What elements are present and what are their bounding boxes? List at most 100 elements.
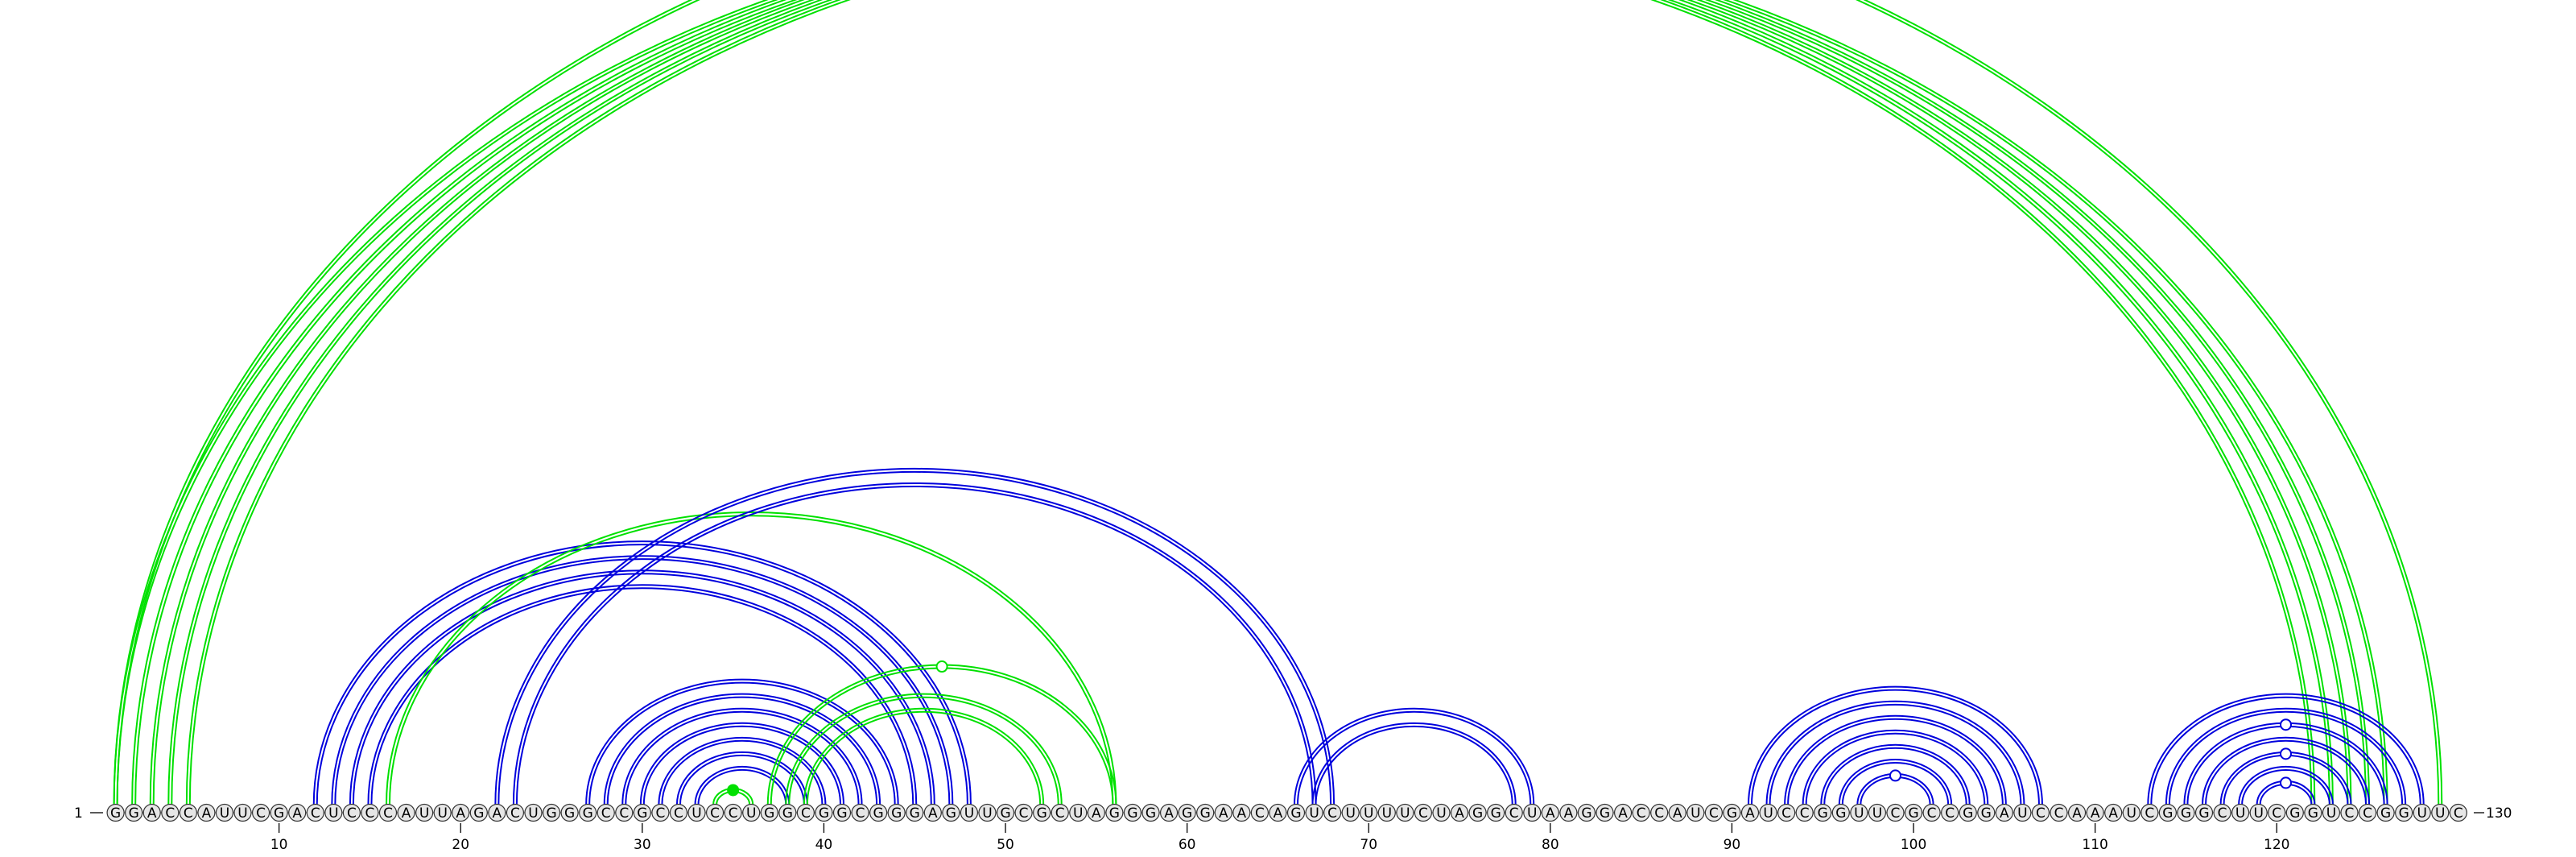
nucleotide-letter: G (2289, 805, 2300, 822)
nucleotide-letter: G (1727, 805, 1737, 822)
nucleotide-circle (288, 803, 307, 822)
arc-strand (2205, 739, 2368, 805)
tick-label: 110 (2082, 837, 2107, 853)
nucleotide-letter: A (402, 805, 411, 822)
nucleotide: C (1632, 803, 1650, 822)
nucleotide-circle (978, 803, 997, 822)
nucleotide-circle (2322, 803, 2341, 822)
nucleotide-circle (1814, 803, 1832, 822)
nucleotide-letter: C (1654, 805, 1664, 822)
nucleotide-circle (1523, 803, 1542, 822)
arc-blue-23-67 (512, 482, 1317, 805)
arc-blue-27-44 (585, 678, 899, 805)
nucleotide-circle (179, 803, 197, 822)
nucleotide: G (1487, 803, 1505, 822)
nucleotide: U (1377, 803, 1396, 822)
arc-strand (2150, 696, 2421, 805)
tick-label: 60 (1179, 837, 1196, 853)
nucleotide-circle (1850, 803, 1868, 822)
arc-strand (806, 710, 1042, 805)
arc-strand (386, 511, 1117, 805)
nucleotide-letter: C (2145, 805, 2154, 822)
arc-blue-13-47 (331, 555, 954, 805)
nucleotide: G (633, 803, 651, 822)
nucleotide: G (1596, 803, 1614, 822)
nucleotide-letter: C (1637, 805, 1646, 822)
nucleotide-letter: G (473, 805, 484, 822)
nucleotide-circle (1650, 803, 1669, 822)
nucleotide-circle (1777, 803, 1796, 822)
arc-strand (113, 0, 2443, 805)
nucleotide-circle (615, 803, 634, 822)
arc-strand (1805, 732, 1986, 805)
nucleotide: G (106, 803, 125, 822)
nucleotide: G (1723, 803, 1741, 822)
nucleotide-circle (1941, 803, 1959, 822)
arc-strand (312, 540, 972, 805)
nucleotide-letter: A (292, 805, 302, 822)
nucleotide-circle (1014, 803, 1033, 822)
nucleotide-circle (1668, 803, 1686, 822)
nucleotide-circle (2104, 803, 2123, 822)
nucleotide: G (906, 803, 924, 822)
nucleotide-circle (724, 803, 742, 822)
nucleotide-letter: G (1182, 805, 1192, 822)
nucleotide: C (2213, 803, 2231, 822)
nucleotide-letter: G (1472, 805, 1483, 822)
nucleotide-circle (1868, 803, 1887, 822)
arc-strand (1751, 689, 2040, 805)
nucleotide: G (887, 803, 906, 822)
nucleotide-letter: C (365, 805, 375, 822)
nucleotide: G (1959, 803, 1977, 822)
nucleotide: C (1922, 803, 1941, 822)
nucleotide: G (2285, 803, 2304, 822)
nucleotide-letter: G (1000, 805, 1010, 822)
arc-marker-open (2280, 776, 2293, 789)
nucleotide-letter: C (710, 805, 720, 822)
arc-strand (2241, 768, 2330, 805)
nucleotide-letter: U (691, 805, 701, 822)
nucleotide-letter: U (2326, 805, 2336, 822)
nucleotide: C (1414, 803, 1433, 822)
nucleotide-circle (1704, 803, 1723, 822)
nucleotide-letter: C (1800, 805, 1810, 822)
nucleotide: C (1323, 803, 1342, 822)
nucleotide-circle (815, 803, 833, 822)
nucleotide: G (1577, 803, 1596, 822)
nucleotide: A (288, 803, 307, 822)
arc-green-4-125 (167, 0, 2371, 805)
nucleotide: G (1105, 803, 1124, 822)
start-label: 1 (74, 805, 83, 822)
nucleotide-letter: A (1455, 805, 1464, 822)
arc-strand (588, 681, 896, 805)
arc-marker-open (1889, 769, 1901, 782)
nucleotide-letter: A (2072, 805, 2082, 822)
nucleotide-circle (2177, 803, 2195, 822)
nucleotide: C (2140, 803, 2159, 822)
nucleotide-circle (2231, 803, 2250, 822)
tick-label: 70 (1360, 837, 1377, 853)
nucleotide: C (851, 803, 869, 822)
nucleotide: C (1505, 803, 1523, 822)
arc-blue-28-43 (603, 693, 881, 805)
nucleotide-circle (2249, 803, 2268, 822)
nucleotide: C (251, 803, 270, 822)
nucleotide: G (996, 803, 1015, 822)
nucleotide-circle (1740, 803, 1760, 822)
arc-markers (727, 660, 2293, 797)
nucleotide-circle (1613, 803, 1633, 822)
nucleotide: G (2395, 803, 2413, 822)
nucleotide: U (1305, 803, 1323, 822)
nucleotide-circle (1922, 803, 1941, 822)
nucleotide-letter: G (782, 805, 793, 822)
arc-green-2-123 (131, 0, 2334, 805)
nucleotide-circle (2449, 803, 2467, 822)
nucleotide-letter: G (2181, 805, 2191, 822)
arc-strand (697, 768, 787, 805)
arc-strand (2238, 765, 2334, 805)
nucleotide: U (2413, 803, 2431, 822)
arc-strand (1823, 747, 1967, 805)
nucleotide-letter: C (2272, 805, 2281, 822)
nucleotide-letter: A (928, 805, 938, 822)
